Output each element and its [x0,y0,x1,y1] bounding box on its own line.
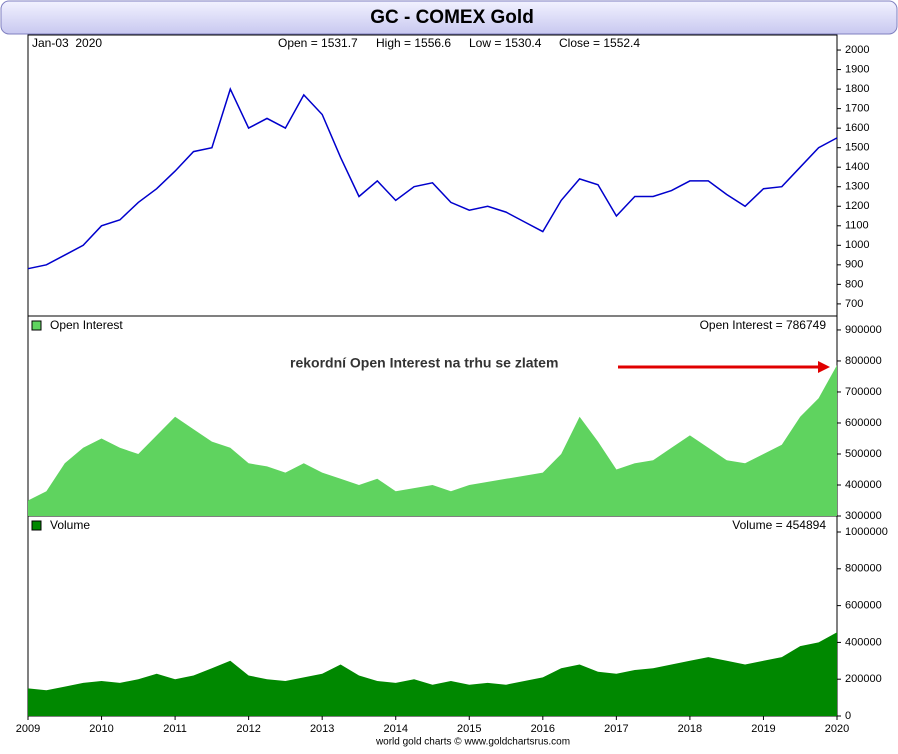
x-tick-label: 2019 [751,723,775,735]
info-label: Close = 1552.4 [559,36,640,50]
y-tick-label: 1800 [845,83,869,95]
x-tick-label: 2010 [89,723,113,735]
y-tick-label: 600000 [845,417,882,429]
y-tick-label: 700000 [845,386,882,398]
x-tick-label: 2015 [457,723,481,735]
price-line [27,87,838,270]
y-tick-label: 1000 [845,239,869,251]
y-tick-label: 1100 [845,220,869,232]
info-label: Jan-03 2020 [32,36,102,50]
y-tick-label: 1500 [845,142,869,154]
y-tick-label: 1400 [845,161,869,173]
y-tick-label: 200000 [845,673,882,685]
chart-title: GC - COMEX Gold [370,7,534,28]
annotation: rekordní Open Interest na trhu se zlatem [290,355,558,371]
x-tick-label: 2020 [825,723,849,735]
y-tick-label: 1000000 [845,526,888,538]
x-tick-label: 2017 [604,723,628,735]
x-tick-label: 2014 [383,723,407,735]
x-tick-label: 2016 [531,723,555,735]
readout: Open Interest = 786749 [700,318,827,332]
info-label: Open = 1531.7 [278,36,358,50]
y-tick-label: 1900 [845,63,869,75]
x-tick-label: 2013 [310,723,334,735]
area [28,365,837,516]
plot-frame [27,34,838,717]
x-tick-label: 2012 [236,723,260,735]
info-label: Low = 1530.4 [469,36,542,50]
area [28,632,837,716]
info-label: High = 1556.6 [376,36,451,50]
x-tick-label: 2011 [163,723,187,735]
readout: Volume = 454894 [732,518,826,532]
y-tick-label: 700 [845,298,863,310]
y-tick-label: 800 [845,278,863,290]
y-tick-label: 900 [845,259,863,271]
source: world gold charts © www.goldchartsrus.co… [375,737,570,748]
y-tick-label: 400000 [845,636,882,648]
legend-label: Open Interest [50,318,123,332]
y-tick-label: 300000 [845,510,882,522]
y-tick-label: 800000 [845,563,882,575]
y-tick-label: 0 [845,710,851,722]
y-tick-label: 2000 [845,44,869,56]
y-tick-label: 600000 [845,600,882,612]
y-tick-label: 1300 [845,181,869,193]
x-tick-label: 2018 [678,723,702,735]
legend-swatch [31,320,42,331]
y-tick-label: 400000 [845,479,882,491]
annotation-arrowhead [818,361,830,373]
y-tick-label: 800000 [845,355,882,367]
x-tick-label: 2009 [16,723,40,735]
title-bar [0,0,898,35]
y-tick-label: 900000 [845,324,882,336]
legend-label: Volume [50,518,90,532]
y-tick-label: 1700 [845,103,869,115]
legend-swatch [31,520,42,531]
y-tick-label: 1200 [845,200,869,212]
y-tick-label: 1600 [845,122,869,134]
y-tick-label: 500000 [845,448,882,460]
